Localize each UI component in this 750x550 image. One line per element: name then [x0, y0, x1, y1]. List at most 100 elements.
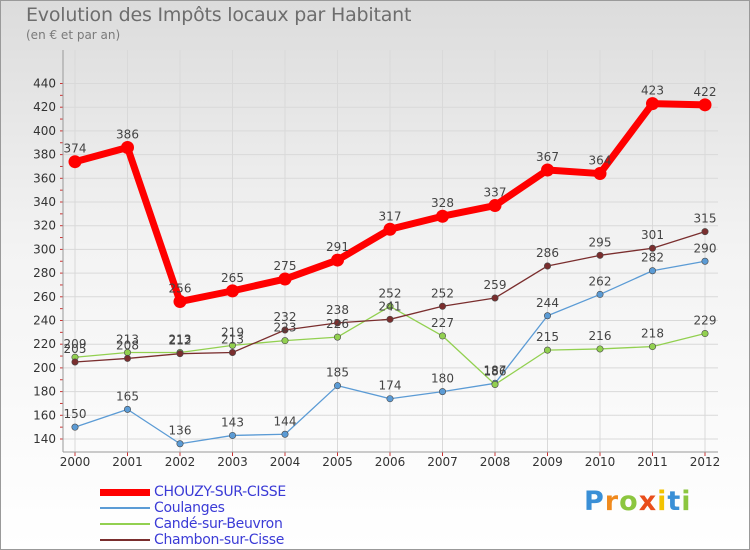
- data-label: 232: [274, 310, 297, 324]
- data-label: 208: [116, 338, 139, 352]
- x-tick-label: 2007: [427, 455, 458, 469]
- y-tick-label: 340: [33, 195, 56, 209]
- proxiti-logo: Proxiti: [584, 486, 692, 517]
- chart-legend: CHOUZY-SUR-CISSE Coulanges Candé-sur-Beuvr…: [100, 484, 286, 548]
- data-label: 226: [326, 317, 349, 331]
- data-point: [226, 284, 239, 298]
- legend-item: Coulanges: [100, 500, 286, 516]
- data-point: [543, 262, 551, 270]
- data-point: [701, 257, 709, 265]
- data-point: [593, 167, 607, 181]
- data-label: 223: [274, 321, 297, 335]
- data-point: [124, 354, 132, 362]
- y-tick-label: 260: [33, 290, 56, 304]
- y-tick-label: 320: [33, 219, 56, 233]
- data-label: 213: [116, 332, 139, 346]
- x-tick-label: 2011: [637, 455, 668, 469]
- data-label: 229: [694, 314, 717, 328]
- legend-label: Coulanges: [154, 500, 225, 516]
- data-label: 165: [116, 389, 139, 403]
- data-label: 244: [536, 296, 559, 310]
- data-label: 282: [641, 251, 664, 265]
- data-label: 367: [536, 150, 559, 164]
- data-label: 144: [274, 414, 297, 428]
- data-point: [543, 312, 551, 320]
- logo-letter: i: [681, 486, 692, 517]
- x-tick-label: 2004: [270, 455, 301, 469]
- y-tick-label: 140: [33, 432, 56, 446]
- data-point: [281, 326, 289, 334]
- data-label: 238: [326, 303, 349, 317]
- data-label: 143: [221, 415, 244, 429]
- data-label: 291: [326, 240, 349, 254]
- y-tick-label: 220: [33, 337, 56, 351]
- logo-letter: x: [638, 486, 658, 517]
- legend-swatch: [100, 523, 150, 525]
- data-point: [331, 253, 344, 267]
- y-tick-label: 400: [33, 124, 56, 138]
- data-point: [281, 337, 289, 345]
- data-point: [541, 163, 554, 177]
- logo-letter: i: [657, 486, 668, 517]
- data-label: 252: [379, 286, 402, 300]
- data-label: 213: [221, 332, 244, 346]
- y-tick-label: 360: [33, 171, 56, 185]
- data-point: [383, 222, 397, 236]
- data-point: [596, 251, 604, 259]
- legend-label: Chambon-sur-Cisse: [154, 532, 285, 548]
- logo-letter: t: [667, 486, 682, 517]
- data-point: [436, 209, 449, 223]
- legend-swatch: [100, 539, 150, 541]
- data-point: [124, 405, 132, 413]
- logo-letter: o: [619, 486, 639, 517]
- data-label: 174: [379, 379, 402, 393]
- data-point: [229, 431, 237, 439]
- y-tick-label: 200: [33, 361, 56, 375]
- legend-label: CHOUZY-SUR-CISSE: [154, 484, 286, 500]
- data-label: 315: [694, 212, 717, 226]
- data-label: 337: [484, 186, 507, 200]
- data-point: [698, 98, 712, 112]
- data-point: [176, 350, 184, 358]
- data-label: 218: [641, 327, 664, 341]
- data-point: [173, 295, 187, 309]
- data-point: [596, 290, 604, 298]
- x-tick-label: 2001: [112, 455, 143, 469]
- data-point: [596, 345, 604, 353]
- y-tick-label: 240: [33, 314, 56, 328]
- chart-title: Evolution des Impôts locaux par Habitant: [26, 4, 412, 26]
- data-point: [648, 343, 656, 351]
- x-tick-label: 2010: [585, 455, 616, 469]
- data-label: 286: [536, 246, 559, 260]
- data-point: [71, 358, 79, 366]
- logo-letter: r: [604, 486, 620, 517]
- data-label: 317: [379, 209, 402, 223]
- y-tick-label: 180: [33, 385, 56, 399]
- data-point: [646, 97, 659, 111]
- legend-item: Candé-sur-Beuvron: [100, 516, 286, 532]
- x-tick-label: 2009: [532, 455, 563, 469]
- data-point: [71, 423, 79, 431]
- data-label: 213: [169, 332, 192, 346]
- legend-item: Chambon-sur-Cisse: [100, 532, 286, 548]
- data-label: 252: [431, 286, 454, 300]
- data-label: 212: [169, 334, 192, 348]
- data-point: [543, 346, 551, 354]
- data-point: [229, 341, 237, 349]
- data-point: [281, 430, 289, 438]
- data-point: [438, 388, 446, 396]
- data-point: [386, 315, 394, 323]
- data-label: 209: [64, 337, 87, 351]
- data-point: [176, 440, 184, 448]
- y-tick-label: 160: [33, 408, 56, 422]
- data-label: 186: [484, 364, 507, 378]
- data-label: 180: [431, 372, 454, 386]
- data-label: 301: [641, 228, 664, 242]
- x-tick-label: 2003: [217, 455, 248, 469]
- data-point: [438, 302, 446, 310]
- logo-letter: P: [584, 486, 605, 517]
- data-point: [701, 330, 709, 338]
- x-tick-label: 2005: [322, 455, 353, 469]
